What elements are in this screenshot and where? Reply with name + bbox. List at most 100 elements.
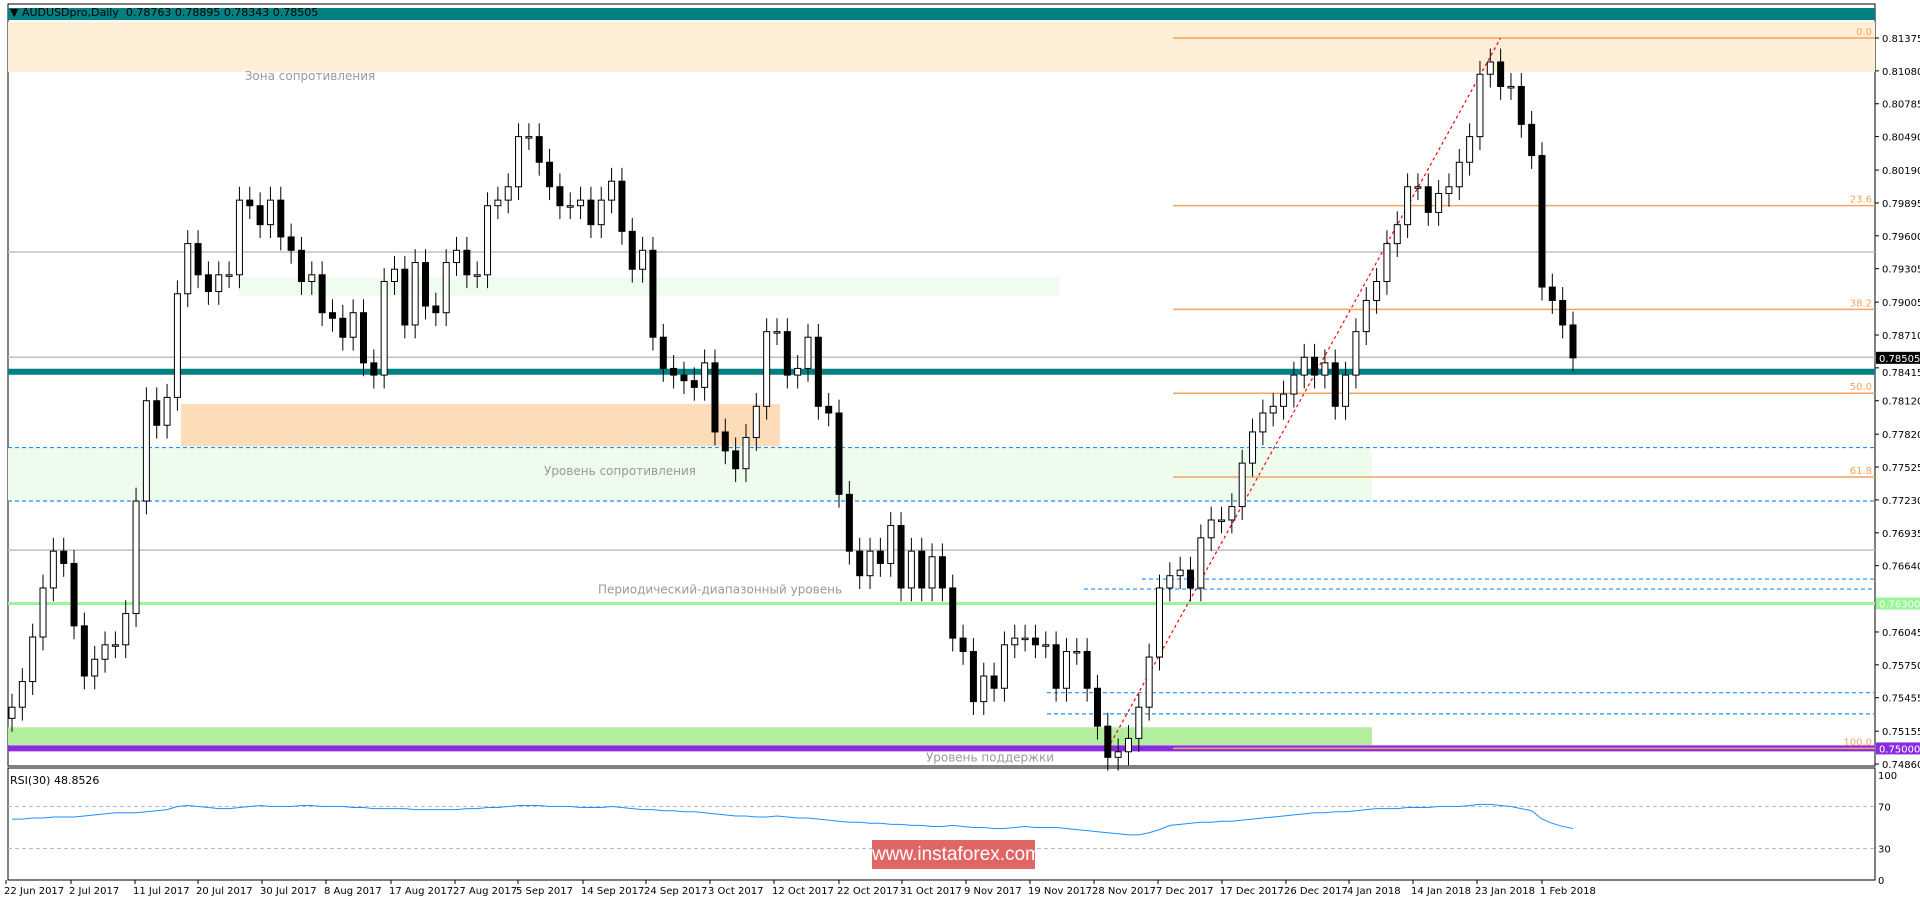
candle-bear: [80, 625, 88, 677]
candle-bull: [91, 658, 99, 677]
candle-bear: [1083, 650, 1091, 689]
y-tick-label: 0.79895: [1882, 199, 1920, 210]
candle-bear: [938, 556, 946, 589]
candle-bull: [608, 180, 616, 201]
candle-bull: [1404, 186, 1412, 226]
y-tick-label: 0.81375: [1882, 34, 1920, 45]
candle-bull: [39, 587, 47, 638]
y-tick-label: 0.81080: [1882, 67, 1920, 78]
candle-bull: [1414, 186, 1422, 189]
candle-bull: [1445, 186, 1453, 194]
candle-bear: [618, 180, 626, 232]
candle-bull: [1280, 393, 1288, 407]
candle-bull: [1342, 374, 1350, 407]
y-tick-label: 0.75455: [1882, 694, 1920, 705]
level-label-range: Периодический-диапазонный уровень: [598, 583, 842, 597]
candle-bull: [525, 136, 533, 139]
candle-bull: [1114, 751, 1122, 758]
candle-bull: [866, 550, 874, 577]
candle-bear: [1331, 362, 1339, 407]
x-tick-label: 4 Jan 2018: [1347, 886, 1401, 897]
fib-level-label: 50.0: [1850, 382, 1872, 393]
x-tick-label: 11 Jul 2017: [133, 886, 190, 897]
candle-bull: [453, 249, 461, 264]
candle-bear: [969, 650, 977, 703]
x-tick-label: 31 Oct 2017: [900, 886, 962, 897]
candle-bull: [411, 262, 419, 326]
candle-bear: [897, 525, 905, 589]
candle-bull: [907, 550, 915, 589]
level-price-label: 0.75000: [1879, 744, 1920, 755]
x-tick-label: 30 Jul 2017: [260, 886, 317, 897]
candle-bull: [1486, 61, 1494, 75]
candle-bear: [153, 400, 161, 426]
x-tick-label: 7 Dec 2017: [1156, 886, 1214, 897]
level-label-support: Уровень поддержки: [926, 750, 1054, 764]
candle-bull: [111, 644, 119, 647]
ohlc-readout: 0.78763 0.78895 0.78343 0.78505: [125, 6, 319, 19]
chart-title: ▼ AUDUSDpro,Daily 0.78763 0.78895 0.7834…: [10, 6, 318, 19]
candle-bull: [1238, 462, 1246, 508]
x-tick-label: 19 Nov 2017: [1028, 886, 1092, 897]
fib-level-label: 61.8: [1850, 466, 1872, 477]
candle-bull: [1073, 650, 1081, 654]
candle-bear: [432, 305, 440, 314]
candle-bull: [1259, 412, 1267, 433]
candle-bull: [49, 550, 57, 589]
candle-bear: [856, 550, 864, 577]
x-tick-label: 12 Oct 2017: [772, 886, 834, 897]
candle-bear: [1424, 186, 1432, 213]
candle-bull: [1352, 331, 1360, 376]
y-tick-label: 0.78415: [1882, 368, 1920, 379]
candle-bull: [122, 613, 130, 646]
candle-bear: [328, 312, 336, 319]
candle-bull: [132, 500, 140, 615]
candle-bull: [887, 525, 895, 564]
zone: [238, 277, 1060, 296]
x-tick-label: 23 Jan 2018: [1475, 886, 1535, 897]
candle-bull: [763, 331, 771, 407]
rsi-tick-label: 0: [1878, 876, 1884, 887]
candle-bull: [1362, 299, 1370, 333]
candle-bull: [701, 362, 709, 388]
candle-bull: [1300, 356, 1308, 376]
candle-bull: [173, 293, 181, 398]
candle-bull: [1455, 161, 1463, 188]
y-tick-label: 0.80490: [1882, 133, 1920, 144]
candle-bull: [1166, 575, 1174, 589]
fib-level-label: 0.0: [1856, 27, 1872, 38]
candle-bear: [277, 199, 285, 238]
last-price-label-bg: [1876, 351, 1920, 364]
x-tick-label: 2 Jul 2017: [69, 886, 119, 897]
candle-bear: [918, 550, 926, 589]
candle-bear: [370, 362, 378, 376]
x-tick-label: 28 Nov 2017: [1092, 886, 1156, 897]
candle-bull: [794, 367, 802, 376]
level-price-label-bg: [1876, 597, 1920, 610]
x-tick-label: 20 Jul 2017: [196, 886, 253, 897]
candle-bull: [1466, 136, 1474, 163]
candle-bear: [194, 243, 202, 276]
candle-bull: [473, 274, 481, 277]
candle-bull: [566, 205, 574, 208]
rsi-tick-label: 30: [1878, 845, 1891, 856]
level-price-label: 0.76300: [1879, 600, 1920, 611]
candle-bear: [1052, 644, 1060, 689]
candle-bear: [721, 431, 729, 452]
y-tick-label: 0.78710: [1882, 331, 1920, 342]
candle-bull: [163, 396, 171, 426]
candle-bear: [1311, 356, 1319, 376]
candle-bull: [1218, 519, 1226, 522]
candle-bull: [225, 274, 233, 277]
candle-bull: [752, 405, 760, 439]
x-tick-label: 22 Jun 2017: [4, 886, 64, 897]
rsi-title: RSI(30) 48.8526: [10, 774, 100, 787]
dropdown-arrow-icon[interactable]: ▼: [10, 6, 22, 19]
candle-bull: [142, 400, 150, 502]
candle-bull: [1197, 537, 1205, 589]
candle-bear: [318, 274, 326, 314]
y-tick-label: 0.80785: [1882, 100, 1920, 111]
candle-bear: [204, 274, 212, 293]
candle-bull: [597, 199, 605, 226]
y-tick-label: 0.79600: [1882, 232, 1920, 243]
